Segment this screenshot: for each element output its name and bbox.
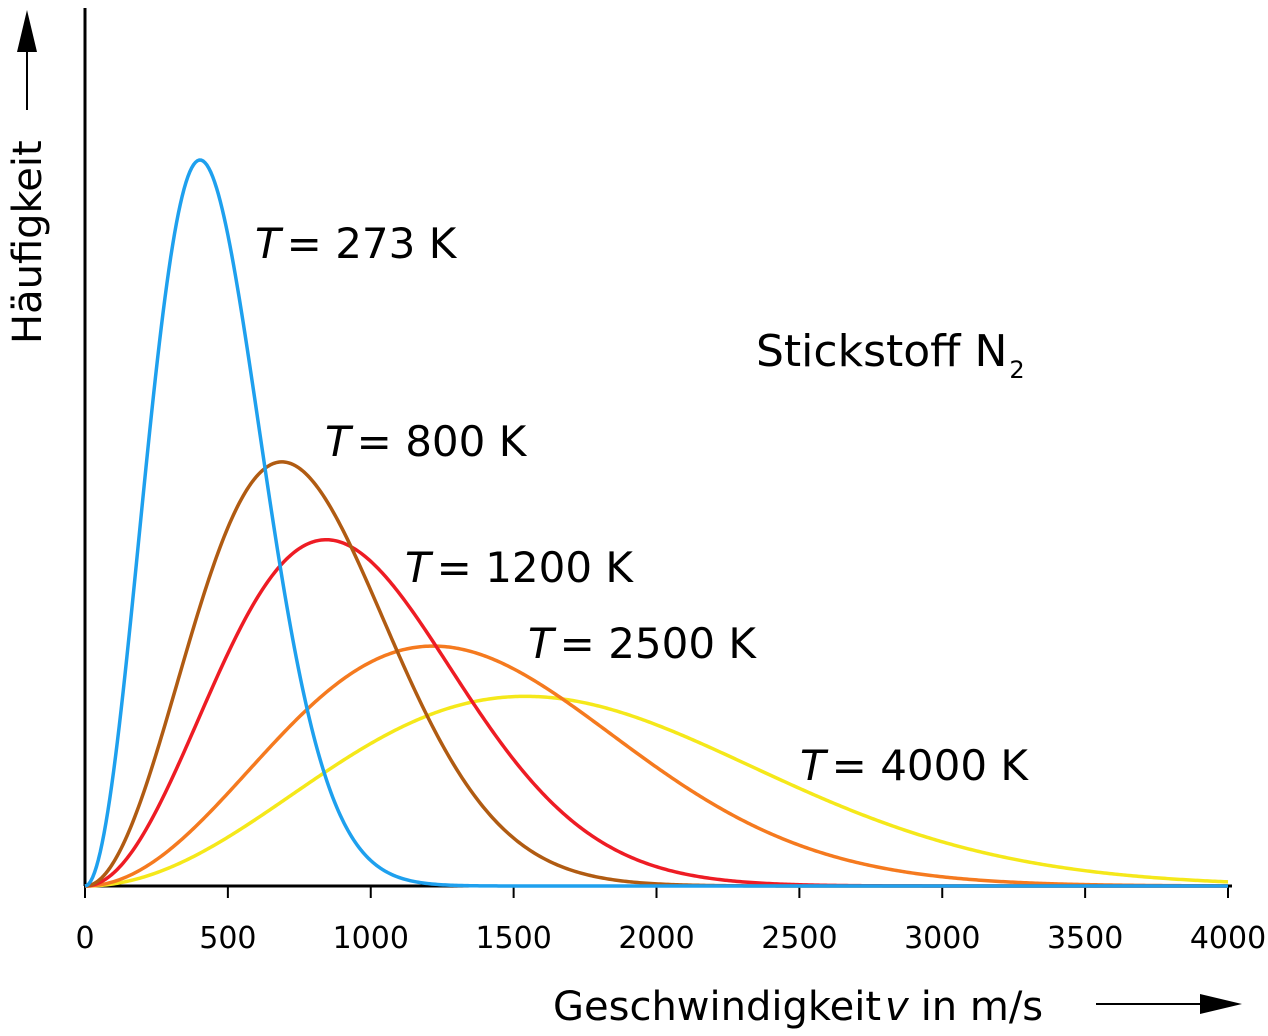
y-axis-title: Häufigkeit bbox=[5, 140, 51, 344]
curve-1200k bbox=[84, 537, 1228, 888]
chart-title-text: Stickstoff N bbox=[756, 326, 1007, 377]
curves bbox=[84, 158, 1229, 888]
chart-title: Stickstoff N2 bbox=[756, 326, 1025, 384]
curve-label-2500k: T = 2500 K bbox=[528, 619, 757, 668]
curve-label-800k: T = 800 K bbox=[325, 417, 528, 466]
curve-label-273k: T = 273 K bbox=[255, 219, 458, 268]
x-tick-label: 2500 bbox=[761, 921, 837, 956]
curve-4000k bbox=[84, 694, 1229, 888]
curve-2500k bbox=[84, 644, 1228, 888]
curve-273k bbox=[84, 158, 1228, 888]
curve-label-1200k: T = 1200 K bbox=[405, 543, 634, 592]
chart-title-subscript: 2 bbox=[1009, 356, 1024, 384]
x-axis-title-text: Geschwindigkeit bbox=[553, 984, 881, 1030]
x-axis-arrowhead-icon bbox=[1200, 994, 1242, 1014]
x-tick-label: 3500 bbox=[1047, 921, 1123, 956]
x-axis-title: Geschwindigkeit v in m/s bbox=[553, 984, 1043, 1030]
x-tick-label: 1000 bbox=[333, 921, 409, 956]
x-tick-label: 4000 bbox=[1190, 921, 1266, 956]
x-tick-label: 3000 bbox=[904, 921, 980, 956]
curve-800k bbox=[84, 460, 1228, 888]
y-axis-arrowhead-icon bbox=[17, 10, 37, 52]
x-axis-title-unit: in m/s bbox=[921, 984, 1043, 1030]
x-tick-label: 1500 bbox=[475, 921, 551, 956]
x-tick-label: 2000 bbox=[618, 921, 694, 956]
x-ticks: 0 500 1000 1500 2000 2500 3000 3500 4000 bbox=[75, 886, 1266, 956]
x-tick-label: 0 bbox=[75, 921, 94, 956]
x-tick-label: 500 bbox=[199, 921, 256, 956]
curve-label-4000k: T = 4000 K bbox=[800, 741, 1029, 790]
x-axis-title-var: v bbox=[885, 984, 910, 1030]
curve-labels: T = 273 K T = 800 K T = 1200 K T = 2500 K T = 400… bbox=[255, 219, 1029, 790]
